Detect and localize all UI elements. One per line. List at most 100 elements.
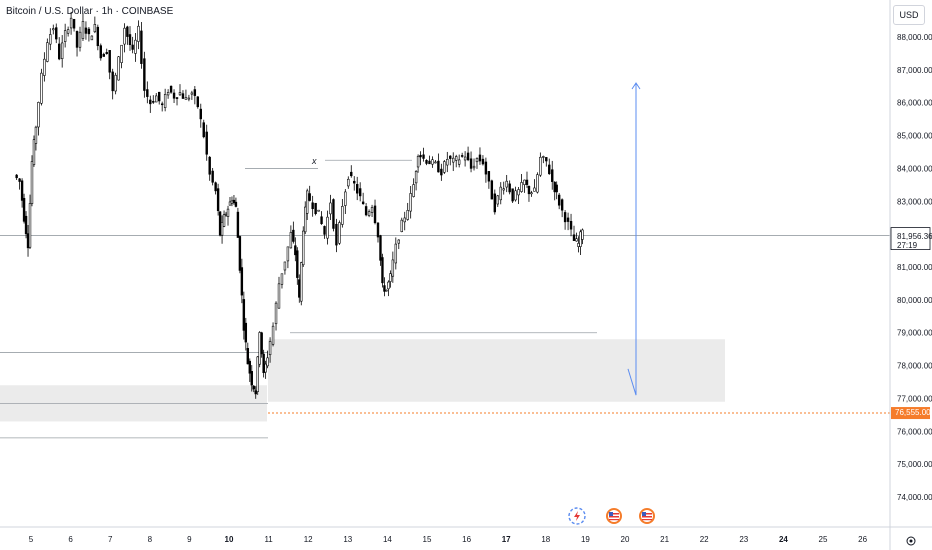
candle: [169, 85, 173, 93]
y-tick-label: 74,000.00: [897, 493, 932, 502]
candle: [511, 188, 514, 202]
candle: [28, 203, 32, 248]
candle: [472, 165, 476, 169]
candle: [551, 169, 554, 182]
candle: [414, 171, 418, 184]
candle: [55, 27, 58, 40]
candle: [248, 360, 251, 374]
candle: [446, 159, 449, 166]
candle: [527, 186, 531, 195]
support-zone[interactable]: [268, 339, 725, 402]
candle: [496, 195, 499, 205]
candle: [300, 262, 303, 302]
candle: [274, 302, 278, 325]
candle: [344, 191, 347, 206]
candle: [539, 156, 542, 176]
candle: [22, 197, 26, 222]
candle: [428, 160, 431, 165]
candle: [60, 42, 64, 59]
candle: [379, 235, 382, 261]
candle: [111, 71, 114, 92]
candle: [123, 27, 126, 45]
candle: [184, 97, 188, 100]
last-price-value: 81,956.36: [897, 232, 932, 241]
x-tick-label: 22: [700, 535, 709, 544]
candle: [160, 103, 164, 106]
candle: [361, 201, 365, 205]
candle: [120, 44, 123, 63]
candle: [508, 183, 511, 193]
candle: [326, 216, 329, 239]
candle: [87, 28, 91, 35]
candle: [409, 193, 412, 212]
candle: [254, 390, 257, 395]
candle: [484, 161, 488, 175]
candle: [579, 231, 582, 247]
candle: [252, 385, 255, 390]
candle: [242, 299, 246, 331]
candle: [90, 35, 94, 41]
y-tick-label: 84,000.00: [897, 164, 932, 173]
event-bolt-icon[interactable]: [568, 507, 586, 525]
candle: [63, 30, 67, 42]
candle: [226, 208, 230, 217]
candle: [557, 194, 561, 206]
x-tick-label: 21: [660, 535, 669, 544]
candle: [69, 17, 73, 29]
candle: [298, 279, 301, 298]
candle: [236, 211, 240, 238]
candle: [222, 214, 226, 227]
candle: [353, 180, 356, 184]
candle: [341, 206, 344, 225]
candle: [205, 131, 208, 155]
chart-settings-icon[interactable]: [906, 536, 916, 546]
candle: [289, 232, 293, 249]
candle: [175, 97, 179, 99]
countdown-value: 27:19: [897, 241, 918, 250]
candle: [449, 155, 452, 159]
candle: [58, 43, 61, 60]
candle: [323, 226, 326, 235]
candle: [566, 217, 570, 222]
candle: [218, 211, 222, 236]
candle: [499, 186, 502, 201]
candle: [376, 222, 380, 238]
currency-button[interactable]: USD: [893, 5, 925, 25]
event-us-flag-icon[interactable]: [606, 508, 622, 524]
candle: [18, 178, 21, 182]
candle: [196, 96, 200, 108]
candle: [34, 126, 38, 144]
candle: [15, 174, 18, 179]
x-tick-label: 24: [779, 535, 788, 544]
candle: [149, 99, 152, 105]
arrow-head-icon: [631, 82, 641, 90]
candle: [302, 230, 305, 266]
candle: [24, 215, 28, 235]
candle: [250, 371, 253, 386]
candle: [332, 199, 335, 229]
candle: [431, 159, 434, 165]
y-tick-label: 80,000.00: [897, 296, 932, 305]
low-price-value: 76,555.00: [895, 408, 931, 417]
candle: [190, 92, 194, 95]
candle: [577, 243, 580, 247]
candle: [244, 322, 248, 343]
candle: [545, 157, 548, 162]
candle: [505, 180, 508, 188]
arrow-tail: [627, 368, 637, 396]
candle: [102, 53, 105, 57]
candle: [434, 161, 437, 164]
x-marker-label: x: [311, 156, 317, 166]
candle: [385, 289, 388, 292]
candle: [262, 353, 265, 374]
candle: [224, 213, 228, 216]
candle: [40, 72, 43, 104]
event-us-flag-icon[interactable]: [639, 508, 655, 524]
candle: [246, 348, 250, 365]
candle: [317, 209, 320, 212]
x-tick-label: 13: [343, 535, 352, 544]
x-tick-label: 26: [858, 535, 867, 544]
y-tick-label: 78,000.00: [897, 362, 932, 371]
candle: [403, 217, 406, 223]
